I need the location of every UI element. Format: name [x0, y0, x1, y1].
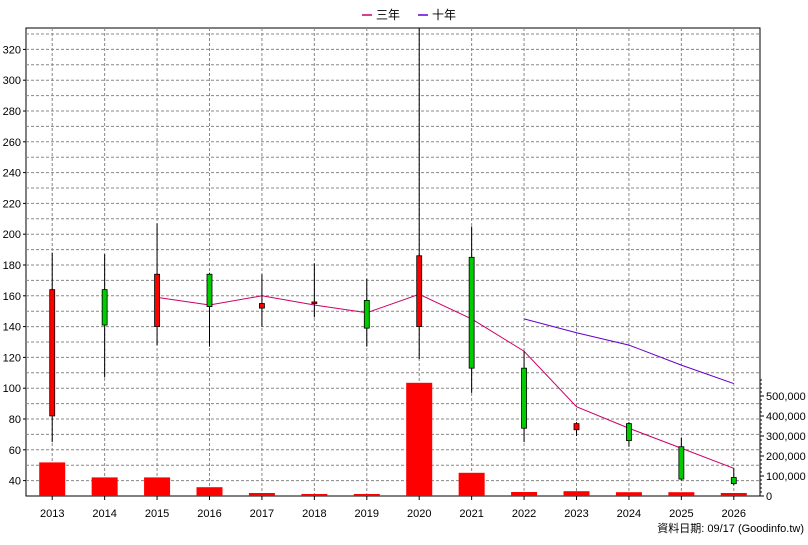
- volume-tick-label: 0: [766, 491, 772, 503]
- volume-bar: [353, 494, 380, 496]
- volume-bar: [563, 491, 590, 496]
- x-tick-label: 2018: [302, 508, 326, 520]
- source-note: 資料日期: 09/17 (Goodinfo.tw): [657, 523, 804, 535]
- candle-body: [363, 300, 370, 329]
- series-line: [523, 318, 734, 385]
- candle-body: [678, 446, 685, 480]
- x-tick-label: 2023: [564, 508, 588, 520]
- volume-tick-label: 300,000: [766, 431, 806, 443]
- price-tick-label: 160: [3, 291, 21, 303]
- price-tick-label: 280: [3, 106, 21, 118]
- x-tick-label: 2016: [197, 508, 221, 520]
- volume-bar: [511, 492, 538, 496]
- candle-body: [49, 289, 56, 417]
- series-line: [156, 293, 734, 469]
- legend: 三年 十年: [362, 8, 456, 22]
- candle-body: [154, 273, 160, 327]
- legend-label: 十年: [432, 8, 456, 22]
- volume-bar: [196, 487, 223, 496]
- volume-bar: [39, 462, 66, 496]
- candle-body: [259, 303, 265, 309]
- price-tick-label: 120: [3, 352, 21, 364]
- candle-body: [626, 423, 632, 441]
- price-tick-label: 40: [9, 476, 21, 488]
- price-tick-label: 80: [9, 414, 21, 426]
- x-tick-label: 2020: [407, 508, 431, 520]
- volume-tick-label: 200,000: [766, 451, 806, 463]
- legend-label: 三年: [376, 8, 400, 22]
- candle-body: [730, 477, 737, 485]
- price-tick-label: 180: [3, 260, 21, 272]
- x-tick-label: 2022: [512, 508, 536, 520]
- moving-average-lines: [156, 293, 734, 469]
- volume-tick-label: 500,000: [766, 391, 806, 403]
- volume-bar: [301, 494, 328, 496]
- volume-bar: [91, 477, 118, 496]
- price-tick-label: 320: [3, 44, 21, 56]
- volume-bar: [144, 477, 171, 496]
- volume-bar: [668, 492, 695, 496]
- volume-bar: [615, 492, 642, 496]
- candle-body: [416, 255, 423, 327]
- x-tick-label: 2025: [669, 508, 693, 520]
- candle-body: [468, 256, 475, 369]
- volume-bar: [720, 493, 747, 496]
- plot-frame: [25, 27, 761, 497]
- candle-body: [573, 423, 580, 431]
- volume-tick-label: 100,000: [766, 471, 806, 483]
- candle-body: [101, 289, 108, 326]
- candle-body: [206, 273, 213, 307]
- x-tick-label: 2013: [40, 508, 64, 520]
- price-tick-label: 240: [3, 168, 21, 180]
- volume-bars: [39, 382, 747, 496]
- axes: 40 60 80 100 120 140 160 180 200 220 240 260 280 300 3…: [3, 44, 806, 520]
- price-tick-label: 60: [9, 445, 21, 457]
- volume-bar: [406, 382, 433, 496]
- price-tick-label: 100: [3, 383, 21, 395]
- price-tick-label: 300: [3, 75, 21, 87]
- candle-body: [521, 367, 527, 429]
- candle-body: [311, 301, 318, 304]
- volume-bar: [458, 472, 485, 496]
- grid: [26, 28, 760, 496]
- x-tick-label: 2021: [459, 508, 483, 520]
- x-tick-label: 2024: [617, 508, 641, 520]
- price-tick-label: 260: [3, 137, 21, 149]
- x-tick-label: 2026: [722, 508, 746, 520]
- x-tick-label: 2014: [92, 508, 116, 520]
- x-tick-label: 2017: [250, 508, 274, 520]
- x-tick-label: 2015: [145, 508, 169, 520]
- volume-tick-label: 400,000: [766, 411, 806, 423]
- price-tick-label: 200: [3, 229, 21, 241]
- volume-bar: [248, 493, 275, 496]
- x-tick-label: 2019: [355, 508, 379, 520]
- price-tick-label: 140: [3, 322, 21, 334]
- candles: [49, 27, 737, 486]
- price-tick-label: 220: [3, 198, 21, 210]
